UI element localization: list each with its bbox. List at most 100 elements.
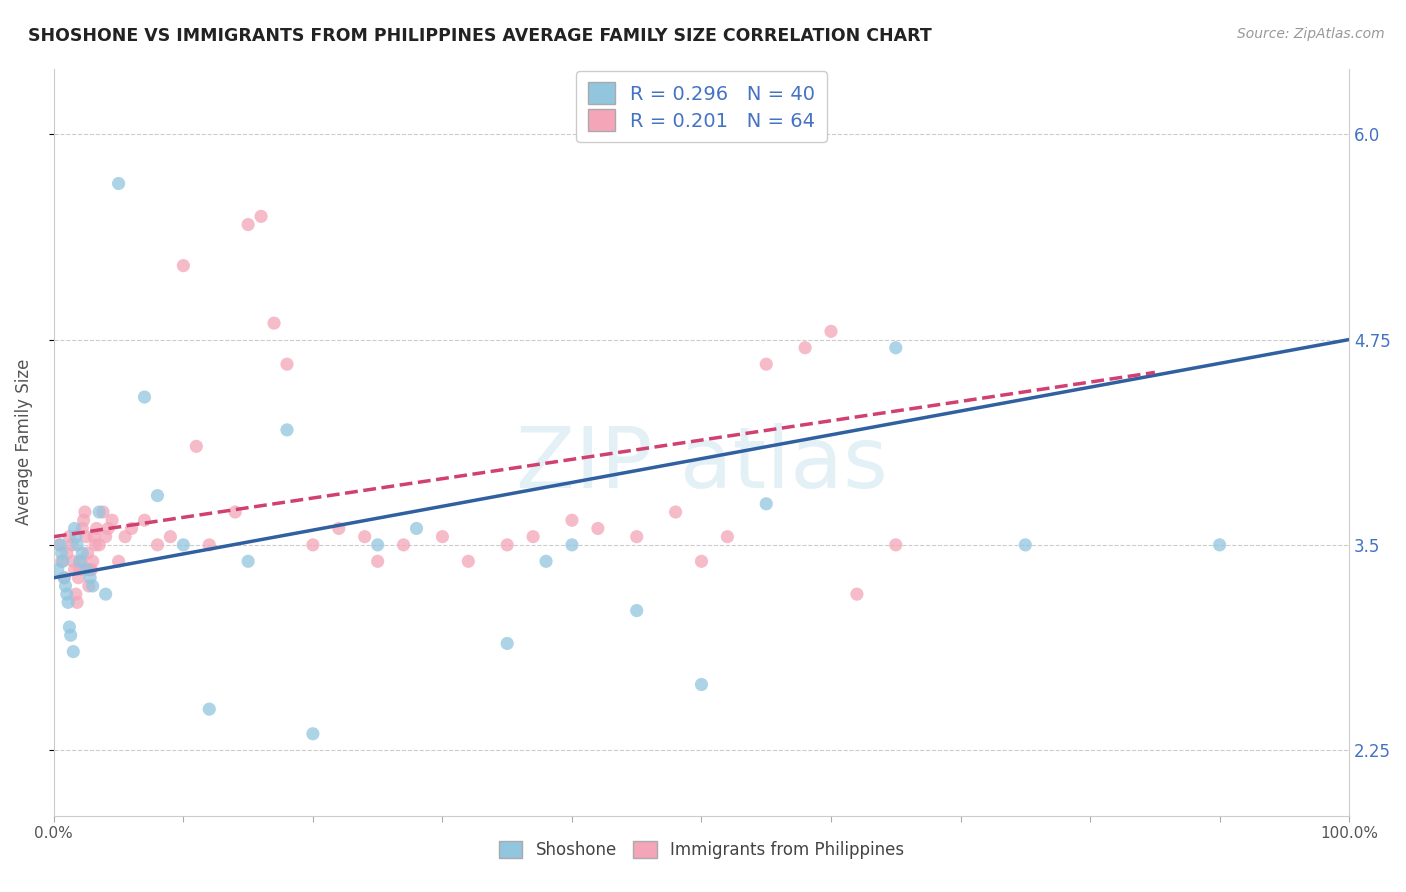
Point [56,595,79,609]
Point [664,505,686,519]
Point [107,554,129,568]
Point [367,538,389,552]
Point [65,530,87,544]
Point [276,357,298,371]
Point [59,628,82,642]
Point [97,521,120,535]
Text: ZIP atlas: ZIP atlas [516,423,887,506]
Point [250,210,273,224]
Point [83,530,105,544]
Point [794,341,817,355]
Point [159,530,181,544]
Point [75,562,97,576]
Point [82,554,104,568]
Point [63,562,86,576]
Point [690,554,713,568]
Point [224,505,246,519]
Point [49,538,72,552]
Point [62,645,84,659]
Point [845,587,868,601]
Point [432,530,454,544]
Point [94,587,117,601]
Point [302,727,325,741]
Point [58,530,80,544]
Point [172,259,194,273]
Point [172,538,194,552]
Point [198,702,221,716]
Point [561,538,583,552]
Point [353,530,375,544]
Point [66,538,89,552]
Point [626,530,648,544]
Point [107,177,129,191]
Point [198,538,221,552]
Point [134,390,156,404]
Point [89,538,111,552]
Point [367,554,389,568]
Point [91,505,114,519]
Point [121,521,143,535]
Point [328,521,350,535]
Point [101,513,124,527]
Point [76,546,98,560]
Point [69,554,91,568]
Point [77,579,100,593]
Point [62,554,84,568]
Point [46,562,69,576]
Point [84,538,107,552]
Point [146,538,169,552]
Point [79,571,101,585]
Point [52,554,75,568]
Point [820,324,842,338]
Point [70,554,93,568]
Point [134,513,156,527]
Point [60,538,83,552]
Point [690,677,713,691]
Point [72,513,94,527]
Point [69,562,91,576]
Point [405,521,427,535]
Point [66,595,89,609]
Point [55,579,77,593]
Point [53,571,76,585]
Point [884,341,907,355]
Point [522,530,544,544]
Point [561,513,583,527]
Point [56,587,79,601]
Point [755,497,778,511]
Point [48,538,70,552]
Point [146,489,169,503]
Point [67,571,90,585]
Point [534,554,557,568]
Point [496,538,519,552]
Point [586,521,609,535]
Point [80,562,103,576]
Point [716,530,738,544]
Point [1208,538,1230,552]
Point [73,505,96,519]
Point [626,604,648,618]
Point [186,439,208,453]
Point [392,538,415,552]
Point [302,538,325,552]
Point [89,505,111,519]
Y-axis label: Average Family Size: Average Family Size [15,359,32,525]
Point [1014,538,1036,552]
Point [63,521,86,535]
Point [94,530,117,544]
Point [276,423,298,437]
Point [755,357,778,371]
Point [72,546,94,560]
Point [56,546,79,560]
Text: SHOSHONE VS IMMIGRANTS FROM PHILIPPINES AVERAGE FAMILY SIZE CORRELATION CHART: SHOSHONE VS IMMIGRANTS FROM PHILIPPINES … [28,27,932,45]
Point [496,636,519,650]
Text: Source: ZipAtlas.com: Source: ZipAtlas.com [1237,27,1385,41]
Point [51,546,73,560]
Point [457,554,479,568]
Point [82,579,104,593]
Point [884,538,907,552]
Point [65,587,87,601]
Point [114,530,136,544]
Point [58,620,80,634]
Point [263,316,285,330]
